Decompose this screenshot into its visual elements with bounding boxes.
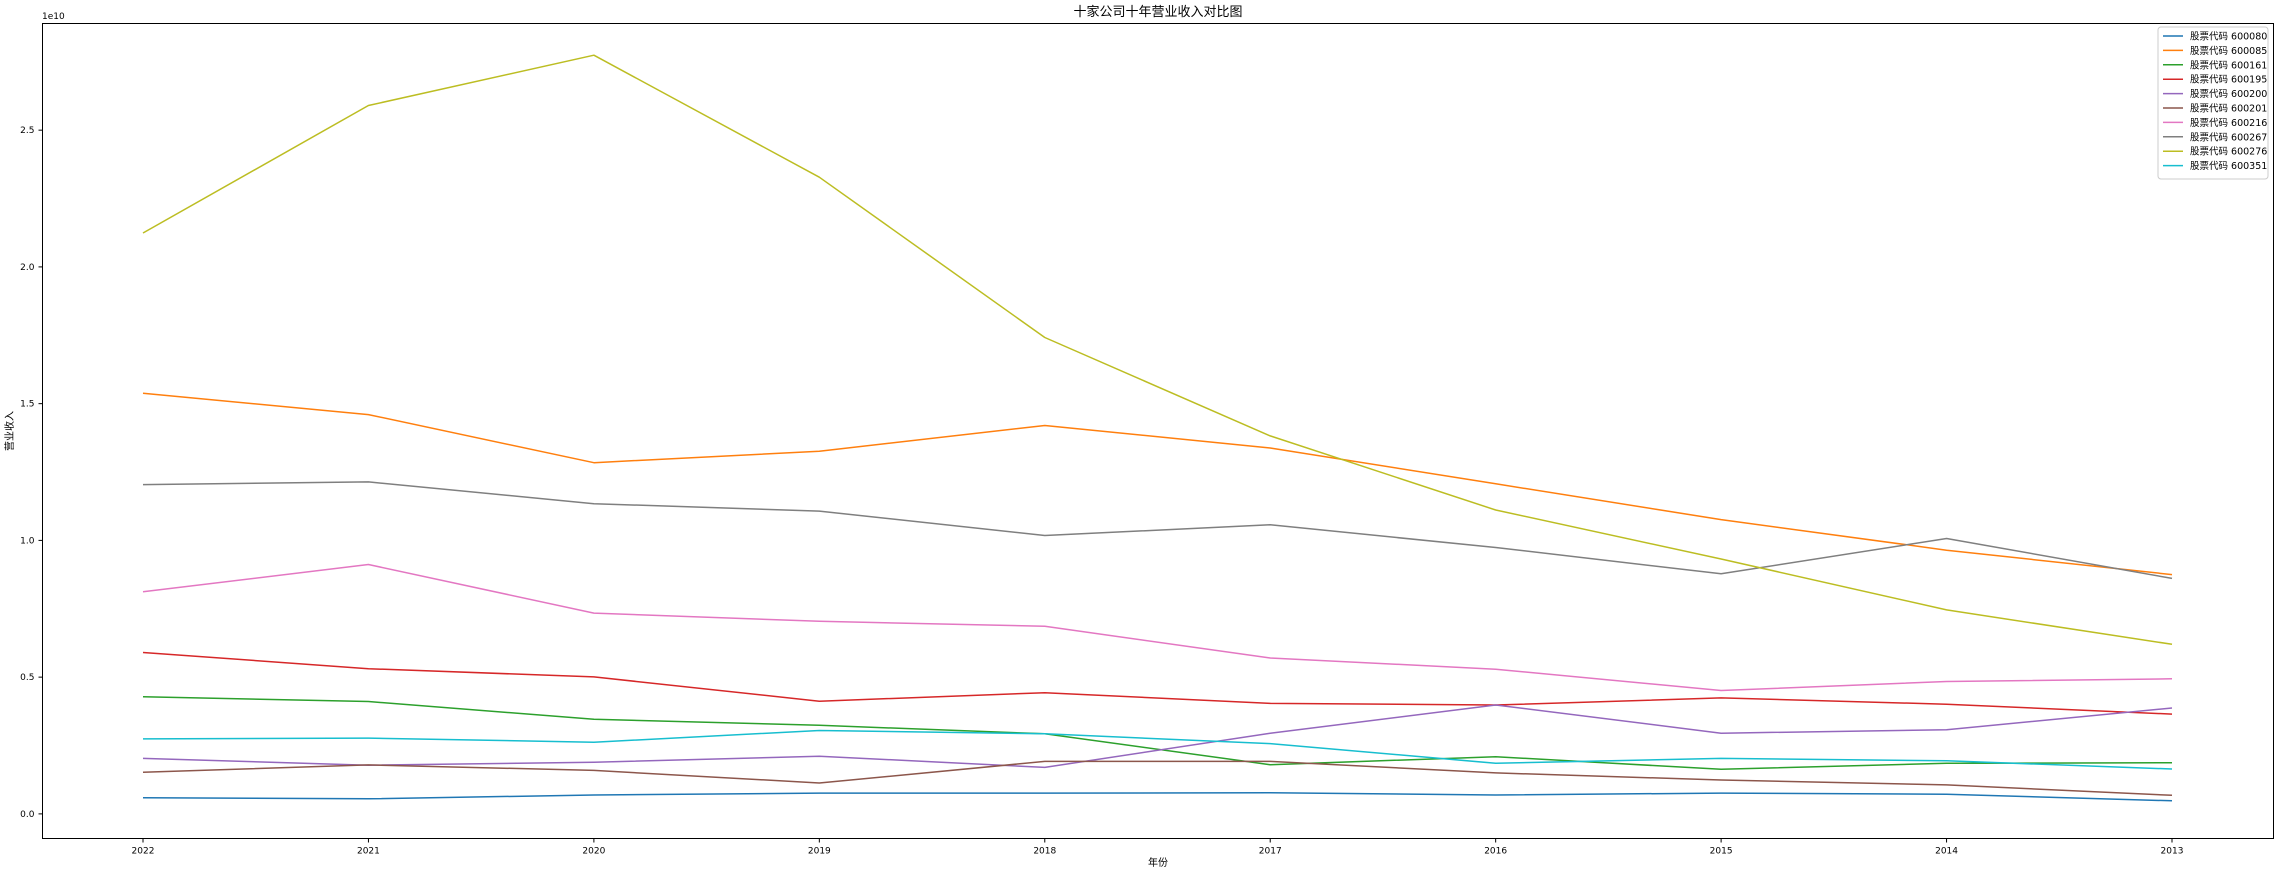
x-tick-label: 2021 xyxy=(357,847,380,857)
legend-label: 股票代码 600267 xyxy=(2190,132,2267,143)
legend-label: 股票代码 600351 xyxy=(2190,161,2267,172)
legend-label: 股票代码 600195 xyxy=(2190,75,2267,86)
x-axis: 2022 2021 2020 2019 2018 2017 2016 2015 2014 2013 xyxy=(132,838,2184,857)
y-tick-label: 2.0 xyxy=(20,263,35,273)
y-tick-label: 0.0 xyxy=(20,810,35,820)
y-tick-label: 2.5 xyxy=(20,126,34,136)
y-axis: 0.0 0.5 1.0 1.5 2.0 2.5 xyxy=(20,126,43,820)
y-tick-label: 0.5 xyxy=(20,673,34,683)
x-tick-label: 2019 xyxy=(808,847,831,857)
series-line xyxy=(142,729,2173,770)
legend-label: 股票代码 600201 xyxy=(2190,104,2267,115)
series-line xyxy=(142,392,2173,576)
series-lines xyxy=(142,54,2173,802)
x-axis-label: 年份 xyxy=(1148,856,1168,869)
y-tick-label: 1.0 xyxy=(20,536,35,546)
x-tick-label: 2014 xyxy=(1935,847,1958,857)
legend: 股票代码 600080 股票代码 600085 股票代码 600161 股票代码 60… xyxy=(2157,26,2269,180)
series-line xyxy=(142,792,2173,802)
legend-label: 股票代码 600276 xyxy=(2190,147,2267,158)
chart-title: 十家公司十年营业收入对比图 xyxy=(1073,4,1242,20)
x-tick-label: 2020 xyxy=(582,847,605,857)
x-tick-label: 2017 xyxy=(1259,847,1282,857)
x-tick-label: 2015 xyxy=(1710,847,1733,857)
x-tick-label: 2013 xyxy=(2161,847,2184,857)
legend-label: 股票代码 600200 xyxy=(2190,89,2267,100)
legend-label: 股票代码 600216 xyxy=(2190,118,2267,129)
y-offset-text: 1e10 xyxy=(42,12,65,22)
plot-area xyxy=(42,23,2274,839)
series-line xyxy=(142,563,2173,692)
series-line xyxy=(142,651,2173,715)
y-axis-label: 营业收入 xyxy=(3,411,16,451)
series-line xyxy=(142,696,2173,771)
legend-label: 股票代码 600080 xyxy=(2190,32,2267,43)
x-tick-label: 2018 xyxy=(1033,847,1056,857)
series-line xyxy=(142,704,2173,769)
legend-label: 股票代码 600085 xyxy=(2190,46,2267,57)
x-tick-label: 2016 xyxy=(1484,847,1507,857)
series-line xyxy=(142,760,2173,797)
x-tick-label: 2022 xyxy=(132,847,155,857)
y-tick-label: 1.5 xyxy=(20,400,34,410)
series-line xyxy=(142,481,2173,580)
legend-label: 股票代码 600161 xyxy=(2190,60,2267,71)
series-line xyxy=(142,54,2173,646)
legend-box xyxy=(2157,26,2269,180)
